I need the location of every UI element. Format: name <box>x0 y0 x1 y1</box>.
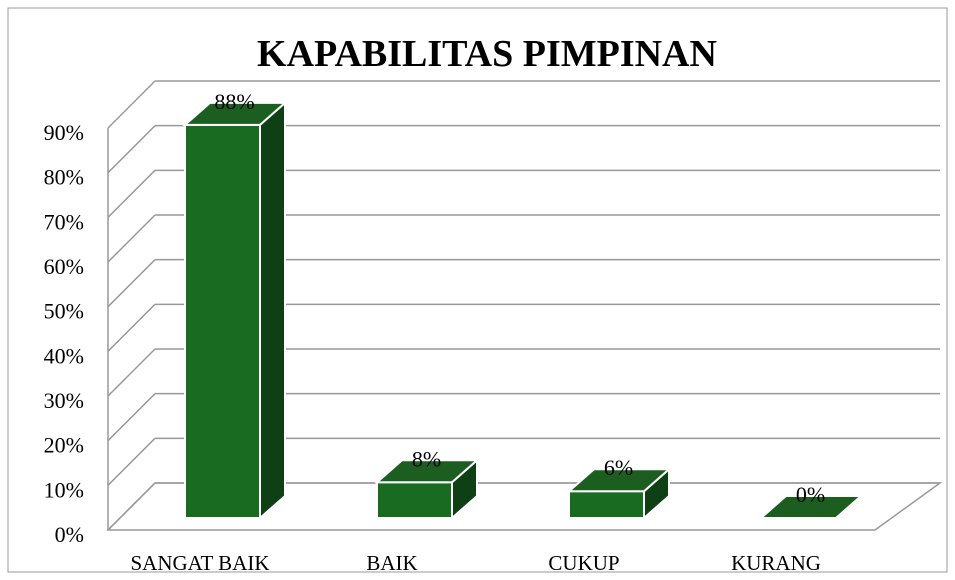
x-tick-label: KURANG <box>731 551 821 575</box>
grid-line-side <box>107 348 156 397</box>
grid-line-side <box>107 259 156 308</box>
grid-line-side <box>107 482 156 531</box>
grid-line-side <box>107 169 156 218</box>
bar-top <box>758 495 864 519</box>
y-tick-label: 10% <box>44 477 84 502</box>
bar-side <box>259 100 286 521</box>
bar-top <box>182 101 288 126</box>
grid-line-side <box>107 303 156 352</box>
grid-line-side <box>107 125 156 174</box>
value-label: 8% <box>412 446 441 471</box>
y-tick-label: 0% <box>55 522 84 547</box>
grid-line-side <box>107 214 156 263</box>
x-tick-label: SANGAT BAIK <box>130 551 269 575</box>
y-tick-label: 50% <box>44 299 84 324</box>
grid-line-side <box>107 393 156 442</box>
bar <box>184 123 261 520</box>
y-tick-label: 70% <box>44 209 84 234</box>
bar <box>568 490 645 520</box>
bar <box>376 481 453 519</box>
y-tick-label: 40% <box>44 343 84 368</box>
chart-title: KAPABILITAS PIMPINAN <box>257 33 717 75</box>
bar-top <box>566 468 672 493</box>
y-tick-label: 20% <box>44 433 84 458</box>
grid-line-side <box>107 437 156 486</box>
x-tick-label: BAIK <box>366 551 417 575</box>
value-label: 0% <box>796 482 825 507</box>
bar-top <box>374 459 480 484</box>
y-tick-label: 60% <box>44 254 84 279</box>
value-label: 6% <box>604 455 633 480</box>
y-tick-label: 80% <box>44 165 84 190</box>
y-tick-label: 90% <box>44 120 84 145</box>
value-label: 88% <box>214 89 254 114</box>
grid-line-side <box>107 80 156 129</box>
y-tick-label: 30% <box>44 388 84 413</box>
x-tick-label: CUKUP <box>548 551 619 575</box>
